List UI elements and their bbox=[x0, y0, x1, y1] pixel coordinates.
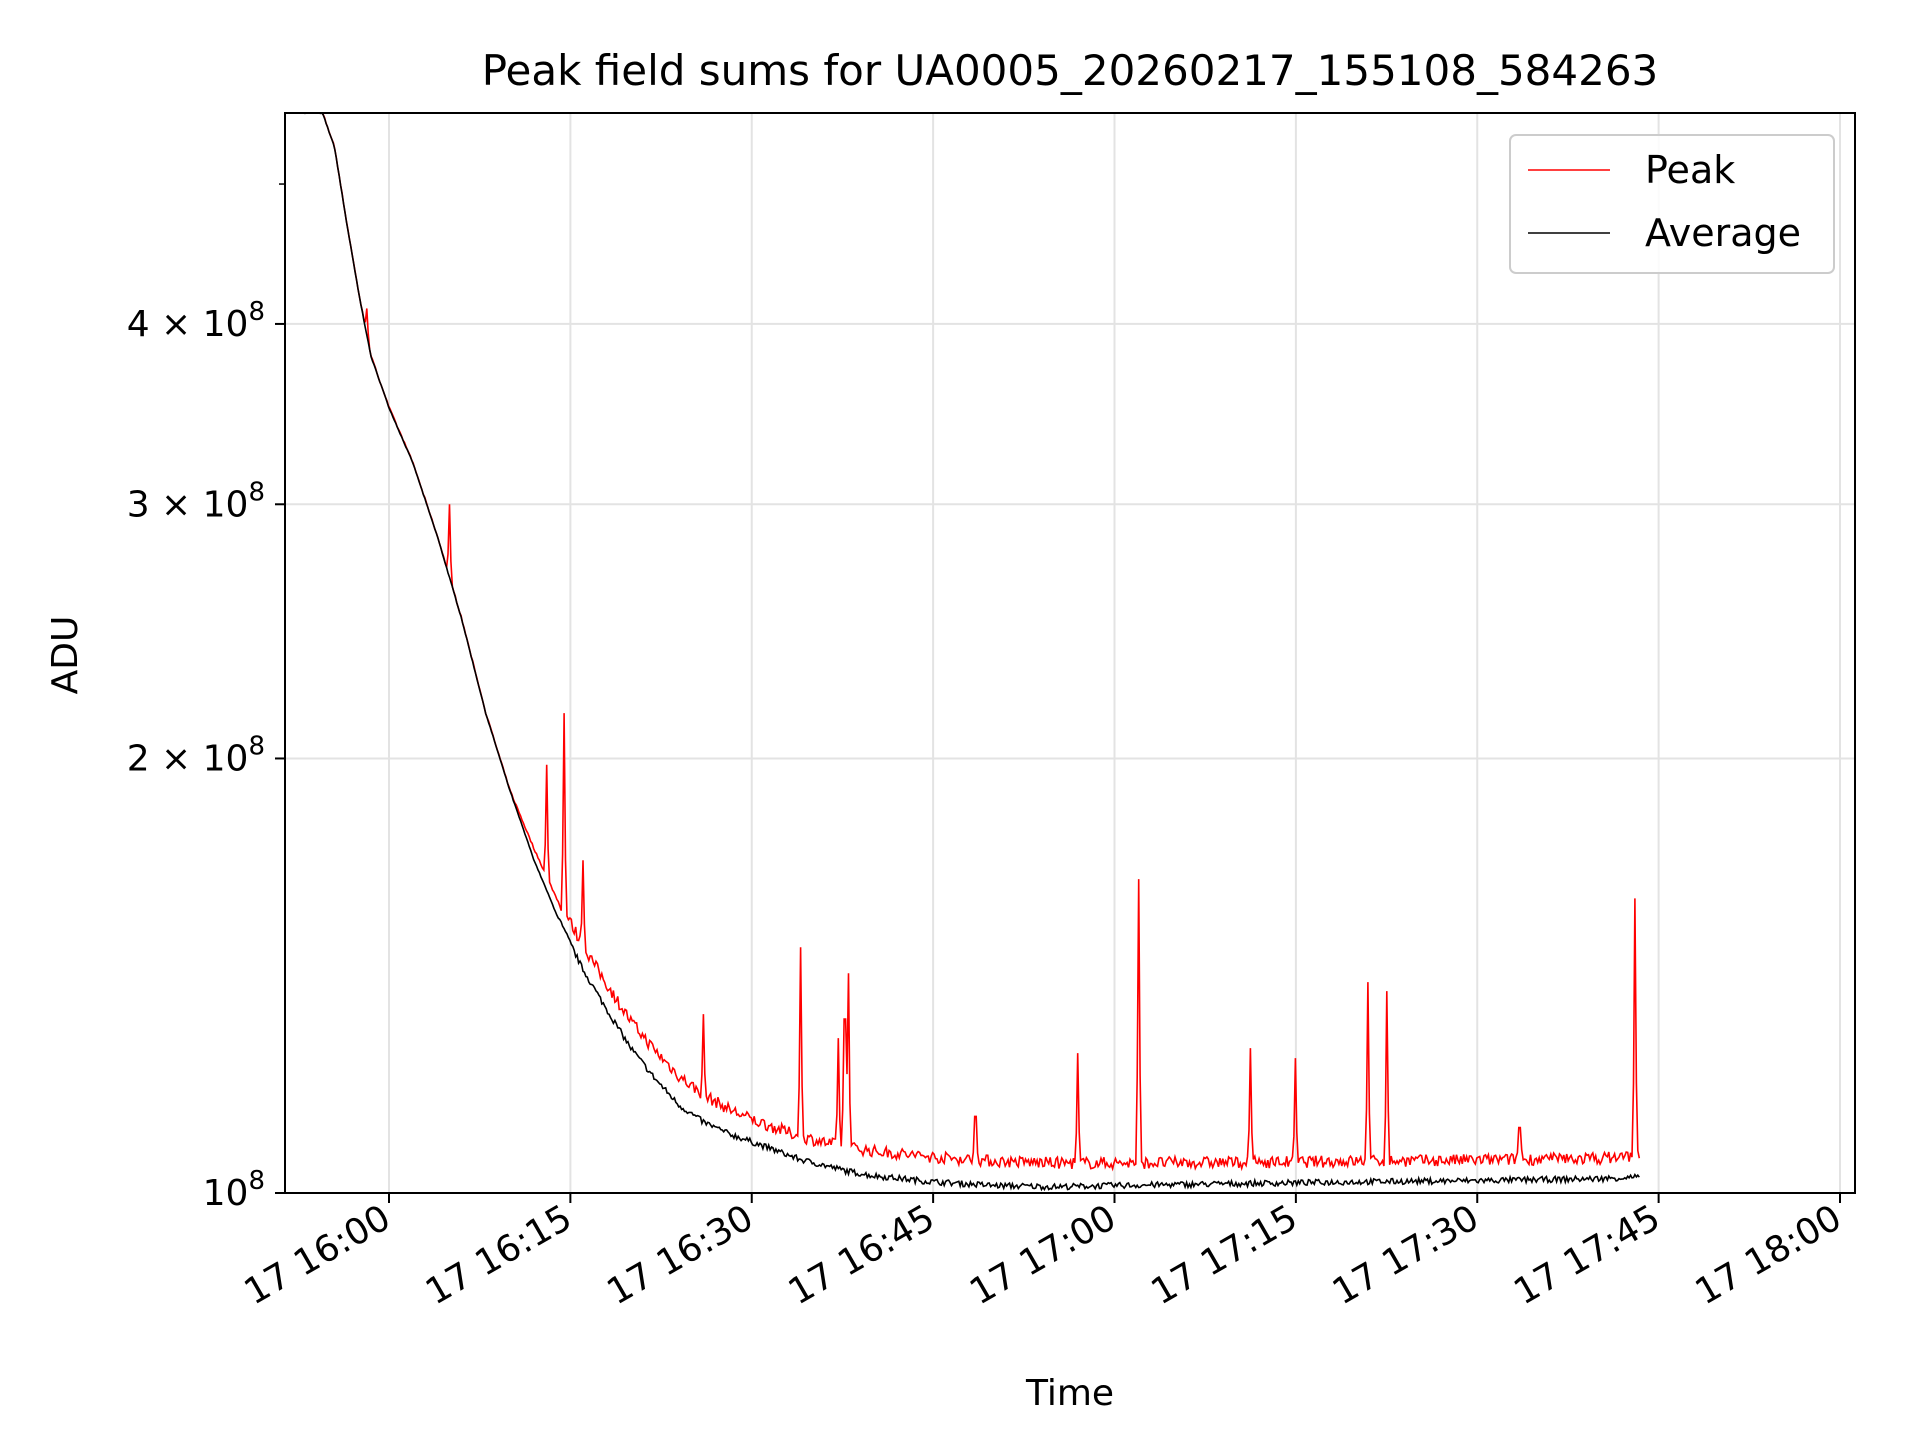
y-tick-exponent: 8 bbox=[248, 1166, 265, 1196]
y-tick-exponent: 8 bbox=[248, 297, 265, 327]
series-line-average bbox=[304, 113, 1640, 1192]
legend-average-label: Average bbox=[1645, 211, 1801, 255]
y-tick-label: 108 bbox=[203, 1166, 265, 1214]
y-tick-mantissa: 3 × 10 bbox=[127, 484, 249, 525]
y-tick-label: 3 × 108 bbox=[127, 477, 265, 525]
legend: Peak Average bbox=[1509, 134, 1835, 274]
y-tick-mantissa: 10 bbox=[203, 1173, 249, 1214]
y-tick-mantissa: 2 × 10 bbox=[127, 738, 249, 779]
series-layer bbox=[304, 113, 1641, 1192]
series-line-peak bbox=[304, 113, 1641, 1172]
y-tick-mantissa: 4 × 10 bbox=[127, 304, 249, 345]
plot-frame bbox=[284, 112, 1856, 1194]
legend-peak-label: Peak bbox=[1645, 148, 1735, 192]
chart-title: Peak field sums for UA0005_20260217_1551… bbox=[482, 46, 1659, 95]
y-tick-exponent: 8 bbox=[248, 477, 265, 507]
x-axis-label: Time bbox=[1025, 1373, 1114, 1414]
y-axis-label: ADU bbox=[45, 616, 86, 695]
y-tick-label: 2 × 108 bbox=[127, 731, 265, 779]
y-tick-label: 4 × 108 bbox=[127, 297, 265, 345]
y-tick-exponent: 8 bbox=[248, 731, 265, 761]
